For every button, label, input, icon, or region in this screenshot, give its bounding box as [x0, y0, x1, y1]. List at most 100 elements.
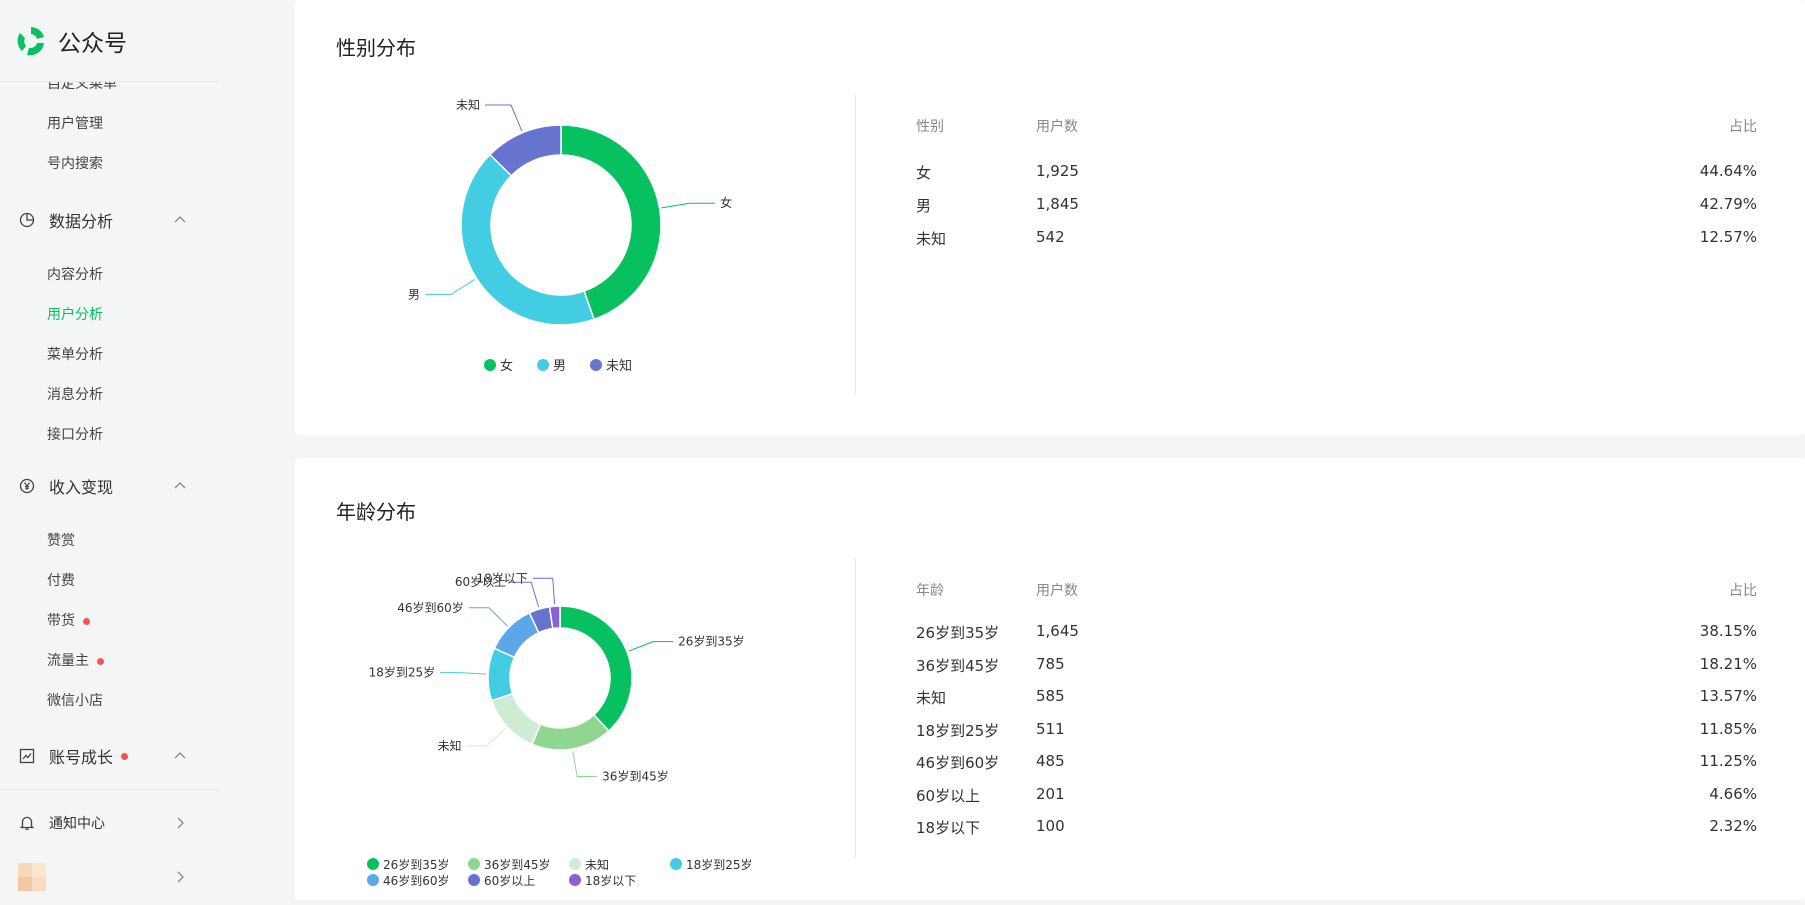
row-label: 60岁以上	[916, 786, 981, 805]
legend-marker[interactable]	[468, 874, 480, 886]
trend-chart-icon	[18, 747, 36, 765]
row-label: 36岁到45岁	[916, 656, 1000, 675]
notification-dot	[121, 752, 129, 760]
slice-label: 60岁以上	[455, 574, 506, 589]
row-users: 1,645	[1036, 622, 1079, 640]
sidebar-group-account-growth[interactable]: 账号成长	[18, 741, 188, 771]
slice-label: 18岁以下	[476, 570, 527, 585]
chevron-up-icon[interactable]	[172, 212, 188, 228]
item-label: 带货	[47, 613, 75, 629]
leader-line	[532, 577, 556, 605]
sidebar-divider	[0, 789, 218, 790]
header-category: 性别	[916, 119, 944, 135]
chevron-up-icon[interactable]	[172, 748, 188, 764]
sidebar-group-data-analysis[interactable]: 数据分析	[18, 205, 188, 235]
row-label: 女	[916, 164, 932, 182]
notification-dot	[97, 657, 104, 665]
donut-slice[interactable]	[488, 124, 562, 177]
donut-slice[interactable]	[531, 713, 610, 751]
sidebar-item-goods[interactable]: 带货	[47, 610, 90, 630]
item-label: 流量主	[47, 653, 89, 669]
row-ratio: 11.85%	[1699, 719, 1757, 738]
legend-marker[interactable]	[537, 359, 549, 371]
header-ratio: 占比	[1729, 119, 1757, 135]
slice-label: 26岁到35岁	[678, 634, 745, 649]
legend-label[interactable]: 36岁到45岁	[484, 857, 551, 872]
legend-label[interactable]: 60岁以上	[484, 873, 535, 888]
row-label: 26岁到35岁	[916, 624, 1000, 642]
row-users: 511	[1036, 719, 1065, 738]
sidebar-item-traffic[interactable]: 流量主	[47, 650, 104, 670]
logo-icon	[17, 26, 44, 55]
legend-label[interactable]: 男	[553, 359, 566, 374]
slice-label: 未知	[437, 739, 461, 753]
legend-label[interactable]: 18岁到25岁	[686, 857, 753, 872]
row-users: 585	[1036, 687, 1065, 705]
gender-donut-chart: 女男未知女男未知	[408, 98, 732, 374]
leader-line	[572, 750, 598, 778]
app-title: 公众号	[58, 30, 127, 57]
legend-marker[interactable]	[468, 858, 480, 870]
row-ratio: 12.57%	[1699, 228, 1757, 246]
sidebar-item-user-management[interactable]: 用户管理	[47, 116, 103, 132]
group-label: 账号成长	[49, 748, 114, 767]
slice-label: 女	[720, 195, 732, 210]
sidebar-item-menu-analysis[interactable]: 菜单分析	[47, 347, 103, 363]
header-ratio: 占比	[1729, 583, 1757, 599]
legend-marker[interactable]	[484, 359, 496, 371]
sidebar: 公众号 自定义菜单 用户管理 号内搜索 数据分析 内容分析 用户分析 菜单分析 …	[0, 0, 290, 905]
legend-marker[interactable]	[569, 874, 581, 886]
sidebar-item-content-analysis[interactable]: 内容分析	[47, 267, 103, 283]
row-ratio: 38.15%	[1699, 622, 1757, 640]
row-users: 100	[1036, 817, 1065, 835]
sidebar-item-wechat-shop[interactable]: 微信小店	[47, 693, 103, 709]
age-donut-chart: 26岁到35岁36岁到45岁未知18岁到25岁46岁到60岁60岁以上18岁以下…	[367, 570, 753, 888]
chevron-right-icon	[177, 871, 184, 883]
sidebar-item-paid[interactable]: 付费	[47, 573, 75, 589]
gender-divider	[855, 95, 856, 395]
leader-line	[466, 727, 506, 747]
sidebar-item-message-analysis[interactable]: 消息分析	[47, 387, 103, 403]
slice-label: 男	[408, 287, 420, 301]
account-row[interactable]	[18, 862, 188, 892]
legend-label[interactable]: 未知	[606, 358, 632, 374]
legend-marker[interactable]	[569, 858, 581, 870]
donut-slice[interactable]	[460, 153, 595, 326]
row-users: 201	[1036, 784, 1065, 803]
legend-label[interactable]: 女	[500, 358, 513, 374]
row-ratio: 2.32%	[1709, 817, 1757, 835]
age-table: 年龄 用户数 占比 26岁到35岁 1,645 38.15% 36岁到45岁 785 18…	[916, 458, 1757, 900]
leader-line	[468, 607, 508, 627]
legend-marker[interactable]	[590, 359, 602, 371]
leader-line	[628, 641, 674, 652]
legend-marker[interactable]	[367, 874, 379, 886]
donut-slice[interactable]	[559, 605, 633, 733]
sidebar-item-search[interactable]: 号内搜索	[47, 156, 103, 172]
pie-chart-icon	[18, 211, 36, 229]
chevron-up-icon[interactable]	[172, 478, 188, 494]
donut-slice[interactable]	[490, 692, 542, 746]
group-label: 收入变现	[49, 478, 114, 497]
slice-label: 未知	[456, 98, 480, 112]
sidebar-group-monetization[interactable]: 收入变现	[18, 471, 188, 501]
notification-center[interactable]: 通知中心	[18, 808, 188, 838]
sidebar-item-user-analysis[interactable]: 用户分析	[47, 307, 103, 323]
legend-label[interactable]: 未知	[585, 858, 609, 872]
legend-marker[interactable]	[670, 858, 682, 870]
row-users: 542	[1036, 228, 1065, 246]
sidebar-item-api-analysis[interactable]: 接口分析	[47, 427, 103, 443]
legend-marker[interactable]	[367, 858, 379, 870]
logo-row: 公众号	[0, 0, 218, 82]
row-ratio: 13.57%	[1699, 687, 1757, 705]
legend-label[interactable]: 18岁以下	[585, 873, 636, 888]
legend-label[interactable]: 26岁到35岁	[383, 857, 450, 872]
legend-label[interactable]: 46岁到60岁	[383, 873, 450, 888]
sidebar-item-reward[interactable]: 赞赏	[47, 533, 75, 549]
row-label: 18岁到25岁	[916, 721, 1000, 740]
row-ratio: 44.64%	[1699, 162, 1757, 180]
leader-line	[661, 202, 716, 209]
donut-slice[interactable]	[548, 605, 561, 630]
donut-slice[interactable]	[560, 124, 662, 321]
header-users: 用户数	[1036, 583, 1078, 599]
age-title: 年龄分布	[336, 500, 416, 524]
